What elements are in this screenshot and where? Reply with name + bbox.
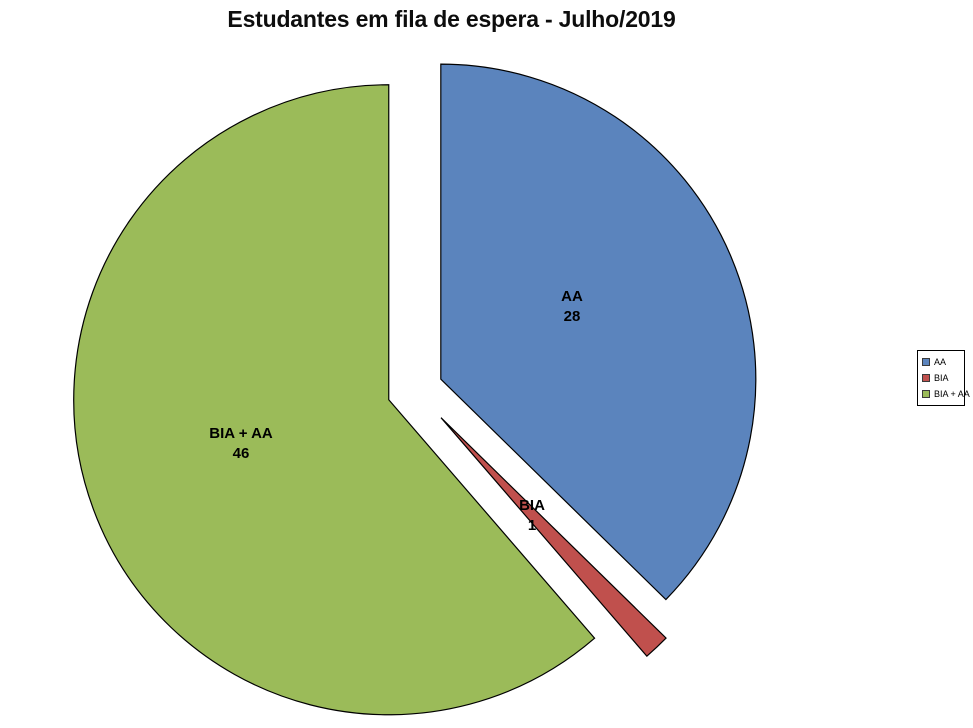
legend-item-label: BIA bbox=[934, 372, 949, 383]
legend-item-label: BIA + AA bbox=[934, 388, 970, 399]
chart-legend: AA BIA BIA + AA bbox=[917, 350, 970, 406]
legend-item-label: AA bbox=[934, 356, 947, 367]
legend-swatch-icon bbox=[922, 390, 930, 398]
legend-swatch-icon bbox=[922, 374, 930, 382]
pie-slice-aa[interactable] bbox=[440, 63, 757, 601]
legend-item-bia[interactable]: BIA bbox=[922, 371, 961, 385]
pie-slice-group bbox=[73, 63, 757, 716]
pie-slice-bia-aa[interactable] bbox=[73, 84, 596, 716]
legend-item-bia-aa[interactable]: BIA + AA bbox=[922, 387, 970, 401]
legend-swatch-icon bbox=[922, 358, 930, 366]
legend-item-aa[interactable]: AA bbox=[922, 355, 961, 369]
pie-slice-bia[interactable] bbox=[440, 417, 667, 657]
pie-chart-plot-area bbox=[73, 63, 757, 716]
chart-title: Estudantes em fila de espera - Julho/201… bbox=[227, 6, 676, 32]
pie-chart-svg bbox=[73, 63, 757, 716]
